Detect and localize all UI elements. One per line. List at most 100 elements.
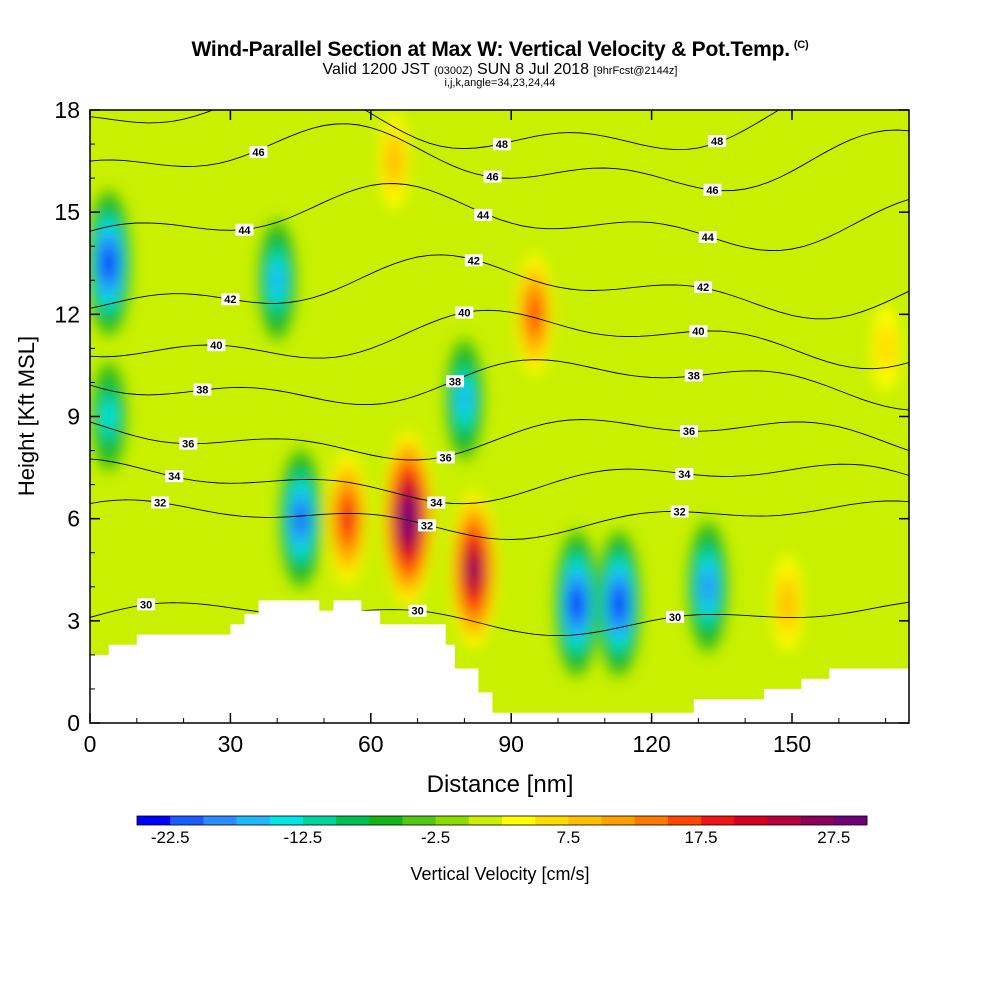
colorbar-swatch-11: [502, 816, 536, 825]
y-tick-label-15: 15: [54, 199, 80, 225]
colorbar-swatch-6: [336, 816, 370, 825]
field-background: [90, 110, 909, 723]
contour-label-bg-40-0: [207, 339, 226, 352]
section-params: i,j,k,angle=34,23,24,44: [444, 77, 556, 89]
colorbar-swatch-20: [800, 816, 835, 825]
contour-label-bg-40-1: [455, 306, 474, 319]
velocity-feature-8-level-6: [528, 299, 542, 330]
x-axis-label: Distance [nm]: [427, 771, 574, 798]
forecast-info: [9hrFcst@2144z]: [593, 65, 678, 77]
contour-label-bg-36-2: [680, 425, 699, 438]
contour-label-bg-42-0: [221, 293, 240, 306]
field-features: [90, 112, 900, 678]
terrain-shape: [90, 600, 909, 723]
contour-label-bg-48-1: [492, 138, 511, 151]
colorbar-swatch-9: [435, 816, 470, 825]
velocity-feature-9-level-9: [570, 590, 583, 618]
contour-label-bg-38-1: [446, 375, 465, 388]
valid-date: SUN 8 Jul 2018: [477, 61, 590, 78]
colorbar-swatch-19: [767, 816, 801, 825]
colorbar-swatch-3: [236, 816, 271, 825]
y-tick-label-12: 12: [54, 301, 80, 327]
contour-line-32: [90, 499, 909, 540]
contour-label-bg-32-0: [151, 496, 170, 509]
x-tick-label-120: 120: [632, 731, 670, 757]
contour-label-34-1: 34: [430, 498, 443, 510]
colorbar: [136, 815, 868, 826]
contour-label-bg-30-0: [137, 598, 156, 611]
contour-label-bg-44-0: [235, 223, 254, 236]
contour-label-46-2: 46: [706, 185, 718, 197]
contour-label-bg-30-2: [666, 610, 684, 623]
colorbar-frame: [136, 815, 868, 826]
copyright-mark: (C): [793, 39, 809, 51]
contour-label-bg-40-2: [689, 325, 708, 338]
colorbar-tick-label: 27.5: [817, 828, 851, 847]
contour-label-48-2: 48: [711, 136, 723, 148]
colorbar-swatch-14: [601, 816, 636, 825]
y-tick-label-0: 0: [67, 710, 80, 736]
contour-label-bg-38-0: [193, 383, 212, 396]
contour-label-46-1: 46: [486, 172, 498, 184]
contour-label-bg-32-1: [417, 519, 436, 532]
contour-label-36-1: 36: [440, 452, 452, 464]
contour-label-bg-36-1: [436, 451, 455, 464]
contour-label-bg-34-1: [427, 496, 446, 509]
colorbar-swatch-1: [170, 816, 204, 825]
colorbar-swatch-18: [734, 816, 768, 825]
contour-label-40-2: 40: [692, 326, 704, 338]
velocity-feature-5-level-7: [341, 504, 354, 534]
velocity-feature-13-level-3: [386, 140, 403, 182]
valid-zulu: (0300Z): [434, 65, 473, 77]
contour-label-bg-44-1: [474, 208, 493, 221]
contour-label-44-2: 44: [702, 232, 715, 244]
colorbar-tick-label: 17.5: [684, 828, 718, 847]
velocity-feature-1-level-5: [102, 400, 116, 433]
contour-label-38-1: 38: [449, 376, 461, 388]
chart-title: Wind-Parallel Section at Max W: Vertical…: [0, 38, 1000, 62]
contour-label-46-0: 46: [252, 147, 264, 159]
contour-line-38: [90, 359, 909, 411]
contour-label-44-0: 44: [238, 225, 251, 237]
colorbar-swatch-5: [302, 816, 337, 825]
contour-label-38-0: 38: [196, 385, 208, 397]
velocity-feature-6-level-10: [467, 556, 480, 584]
x-tick-label-60: 60: [358, 731, 384, 757]
y-axis-label: Height [Kft MSL]: [14, 336, 39, 496]
colorbar-swatch-17: [701, 816, 735, 825]
contour-line-30: [90, 601, 909, 637]
contour-label-42-2: 42: [697, 282, 709, 294]
contour-label-bg-42-2: [694, 281, 713, 294]
contour-label-42-1: 42: [468, 255, 480, 267]
valid-time: Valid 1200 JST (0300Z) SUN 8 Jul 2018 [9…: [0, 61, 1000, 79]
x-tick-label-0: 0: [84, 731, 97, 757]
contour-label-bg-44-2: [698, 230, 717, 243]
colorbar-swatch-7: [369, 816, 403, 825]
contour-label-bg-48-0: [264, 82, 282, 94]
contour-label-bg-30-1: [408, 604, 427, 617]
contour-label-bg-34-2: [675, 467, 694, 480]
contour-label-48-0: 48: [266, 83, 278, 95]
velocity-feature-14-level-2: [876, 323, 895, 373]
contour-label-bg-36-0: [179, 437, 198, 450]
contour-label-40-0: 40: [210, 340, 222, 352]
velocity-feature-4-level-12: [402, 505, 415, 532]
colorbar-swatch-21: [833, 816, 868, 825]
colorbar-swatch-12: [535, 816, 569, 825]
contour-label-34-2: 34: [678, 469, 691, 481]
vertical-velocity-field: [90, 110, 909, 723]
contour-label-32-2: 32: [674, 506, 686, 518]
contour-label-48-1: 48: [496, 139, 508, 151]
contour-label-30-0: 30: [140, 599, 152, 611]
contour-label-34-0: 34: [168, 471, 181, 483]
contour-label-bg-32-2: [670, 505, 689, 518]
contour-label-32-1: 32: [421, 520, 433, 532]
valid-prefix: Valid 1200 JST: [322, 61, 430, 78]
x-tick-label-30: 30: [218, 731, 244, 757]
contour-line-40: [90, 309, 909, 370]
contour-label-40-1: 40: [458, 308, 470, 320]
potential-temperature-contours: 30 30 30 32 32 32 34 34 34 36 36 36 38 38 38 40 40 40 42 42…: [90, 82, 909, 637]
contour-label-30-1: 30: [411, 606, 423, 618]
colorbar-tick-label: -12.5: [283, 828, 323, 847]
y-tick-label-6: 6: [67, 506, 80, 532]
